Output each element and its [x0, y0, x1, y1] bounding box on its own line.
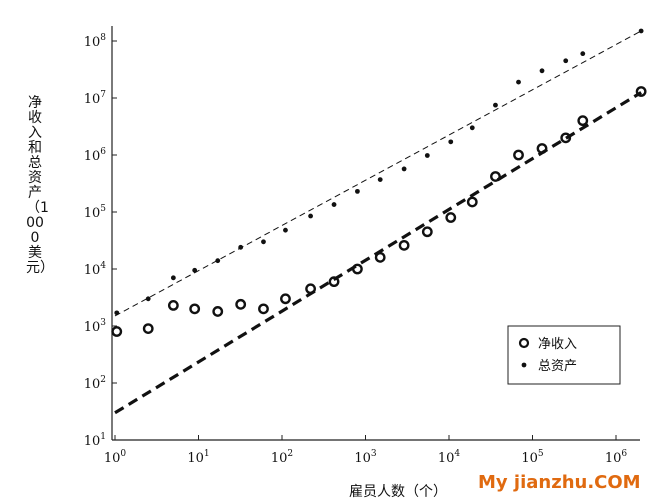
x-tick-label: 105	[521, 449, 544, 466]
total-assets-point	[145, 296, 151, 302]
net-income-point	[258, 303, 269, 315]
y-tick-label: 106	[84, 147, 107, 164]
y-tick-label: 103	[84, 318, 107, 335]
total-assets-point	[493, 102, 498, 108]
total-assets-point	[563, 58, 569, 64]
y-axis-title: 净收入和总资产（1000美元）	[26, 95, 54, 276]
net-income-point	[513, 149, 524, 161]
x-tick-label: 101	[187, 449, 209, 466]
total-assets-point	[308, 213, 313, 219]
total-assets-point	[283, 227, 288, 233]
total-assets-point	[448, 139, 454, 145]
legend-box	[507, 325, 621, 385]
watermark-text: My jianzhu	[478, 472, 588, 493]
fit-line-total-assets	[114, 30, 642, 317]
total-assets-point	[516, 79, 521, 85]
y-tick-label: 107	[84, 90, 107, 107]
total-assets-point	[114, 310, 120, 316]
total-assets-point	[580, 51, 586, 57]
y-tick-label: 102	[84, 375, 106, 392]
x-tick-label: 103	[354, 449, 377, 466]
net-income-point	[635, 86, 647, 97]
total-assets-point	[401, 166, 407, 172]
net-income-point	[111, 326, 123, 337]
total-assets-point	[377, 177, 383, 183]
total-assets-point	[638, 28, 644, 34]
total-assets-point	[539, 68, 545, 74]
x-tick-label: 104	[438, 449, 461, 466]
y-tick-label: 101	[84, 432, 106, 449]
net-income-point	[398, 239, 410, 251]
net-income-point	[374, 251, 386, 263]
x-tick-label: 100	[104, 449, 127, 466]
total-assets-point	[355, 188, 360, 194]
net-income-point	[189, 303, 201, 315]
x-axis-title: 雇员人数（个）	[349, 483, 447, 500]
net-income-point	[536, 143, 548, 154]
net-income-point	[577, 115, 589, 127]
data-marks	[111, 28, 647, 337]
net-income-point	[560, 132, 572, 144]
net-income-point	[490, 171, 501, 182]
net-income-point	[142, 323, 154, 335]
total-assets-point	[261, 239, 266, 245]
total-assets-point	[192, 267, 198, 273]
total-assets-point	[215, 258, 221, 264]
y-tick-label: 108	[84, 33, 107, 50]
x-tick-label: 102	[271, 449, 293, 466]
legend-marker-total-assets	[521, 362, 527, 368]
net-income-point	[421, 226, 433, 238]
net-income-point	[466, 196, 478, 208]
net-income-point	[328, 276, 340, 288]
net-income-point	[235, 298, 247, 310]
net-income-point	[167, 299, 179, 311]
total-assets-point	[331, 202, 337, 207]
total-assets-point	[170, 275, 176, 281]
watermark-suffix: .COM	[587, 472, 641, 493]
total-assets-point	[469, 125, 475, 131]
x-tick-label: 106	[605, 449, 628, 466]
net-income-point	[445, 212, 457, 223]
total-assets-point	[238, 244, 244, 250]
legend-label: 净收入	[538, 337, 577, 352]
net-income-point	[305, 283, 316, 295]
legend-label: 总资产	[538, 359, 577, 374]
net-income-point	[280, 293, 291, 305]
y-tick-label: 104	[84, 261, 107, 278]
total-assets-point	[424, 153, 430, 158]
y-tick-label: 105	[84, 204, 107, 221]
net-income-point	[212, 306, 224, 317]
net-income-point	[352, 263, 363, 275]
watermark: My jianzhu.COM	[478, 472, 641, 493]
legend-marker-net-income	[518, 337, 530, 349]
